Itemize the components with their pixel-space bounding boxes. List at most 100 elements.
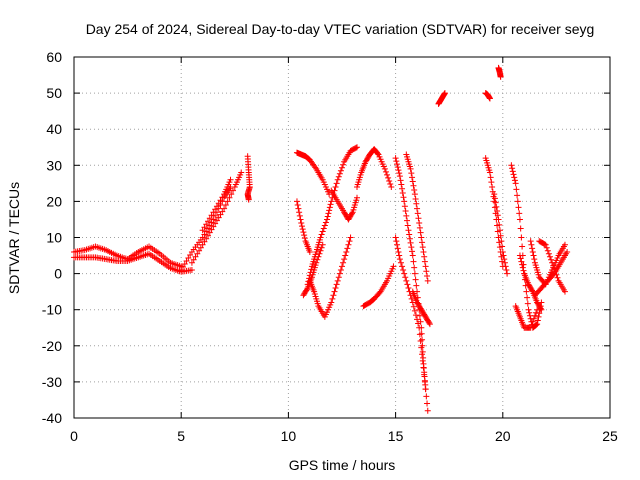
data-point xyxy=(515,204,522,211)
data-point xyxy=(227,176,234,183)
data-point xyxy=(217,197,224,204)
data-point xyxy=(343,248,350,255)
data-point xyxy=(494,208,501,215)
y-tick-label: 50 xyxy=(46,85,62,101)
data-point xyxy=(487,174,494,181)
data-point xyxy=(405,227,412,234)
data-point xyxy=(544,247,551,254)
data-point xyxy=(327,201,334,208)
data-point xyxy=(407,239,414,246)
data-point xyxy=(548,256,555,263)
data-point xyxy=(219,194,226,201)
data-point xyxy=(329,295,336,302)
data-point xyxy=(426,319,433,326)
data-point xyxy=(206,222,213,229)
series-arc-3 xyxy=(188,169,245,266)
data-point xyxy=(337,167,344,174)
x-tick-label: 20 xyxy=(495,428,511,444)
y-tick-label: 10 xyxy=(46,230,62,246)
data-point xyxy=(400,194,407,201)
data-point xyxy=(517,225,524,232)
data-point xyxy=(419,239,426,246)
data-point xyxy=(194,250,201,257)
data-point xyxy=(401,270,408,277)
data-point xyxy=(416,220,423,227)
data-point xyxy=(512,180,519,187)
series-arc-17 xyxy=(409,288,433,328)
data-point xyxy=(296,209,303,216)
data-point xyxy=(422,263,429,270)
data-point xyxy=(328,299,335,306)
data-point xyxy=(517,255,524,262)
data-point xyxy=(199,241,206,248)
data-point xyxy=(317,234,324,241)
data-point xyxy=(404,222,411,229)
data-point xyxy=(441,90,448,97)
data-point xyxy=(395,167,402,174)
data-point xyxy=(340,259,347,266)
data-point xyxy=(196,247,203,254)
data-point xyxy=(397,259,404,266)
data-point xyxy=(417,229,424,236)
data-point xyxy=(337,266,344,273)
data-point xyxy=(303,286,310,293)
data-point xyxy=(221,205,228,212)
data-point xyxy=(222,202,229,209)
data-point xyxy=(396,256,403,263)
chart-title: Day 254 of 2024, Sidereal Day-to-day VTE… xyxy=(86,21,595,37)
data-point xyxy=(188,259,195,266)
data-point xyxy=(335,173,342,180)
data-point xyxy=(491,195,498,202)
data-point xyxy=(416,224,423,231)
data-point xyxy=(416,331,423,338)
data-point xyxy=(210,223,217,230)
data-point xyxy=(406,231,413,238)
data-point xyxy=(526,312,533,319)
data-point xyxy=(520,267,527,274)
data-point xyxy=(528,241,535,248)
data-point xyxy=(409,252,416,259)
data-point xyxy=(551,265,558,272)
data-point xyxy=(414,210,421,217)
data-point xyxy=(509,165,516,172)
data-point xyxy=(399,263,406,270)
data-point xyxy=(208,226,215,233)
data-point xyxy=(404,281,411,288)
y-tick-label: -40 xyxy=(42,410,62,426)
series-arc-27 xyxy=(531,248,571,299)
data-point xyxy=(300,229,307,236)
data-point xyxy=(323,216,330,223)
data-point xyxy=(519,264,526,271)
data-point xyxy=(328,198,335,205)
data-point xyxy=(534,317,541,324)
data-point xyxy=(514,198,521,205)
data-point xyxy=(549,259,556,266)
data-point xyxy=(529,318,536,325)
x-tick-label: 15 xyxy=(388,428,404,444)
data-point xyxy=(326,207,333,214)
data-point xyxy=(324,213,331,220)
data-point xyxy=(543,244,550,251)
data-point xyxy=(414,316,421,323)
data-point xyxy=(199,227,206,234)
series-arc-22 xyxy=(491,191,511,277)
data-point xyxy=(498,238,505,245)
series-arc-1b xyxy=(71,250,195,275)
data-point xyxy=(421,253,428,260)
series-arc-18 xyxy=(435,90,448,107)
data-points xyxy=(71,64,571,414)
series-arc-25 xyxy=(516,252,545,313)
data-point xyxy=(332,285,339,292)
data-point xyxy=(409,248,416,255)
data-point xyxy=(385,174,392,181)
y-tick-label: 40 xyxy=(46,121,62,137)
x-tick-label: 10 xyxy=(281,428,297,444)
plot-frame xyxy=(73,56,611,419)
data-point xyxy=(408,170,415,177)
data-point xyxy=(330,292,337,299)
data-point xyxy=(305,155,312,162)
data-point xyxy=(486,169,493,176)
grid-lines xyxy=(74,57,610,418)
data-point xyxy=(499,248,506,255)
data-point xyxy=(314,256,321,263)
